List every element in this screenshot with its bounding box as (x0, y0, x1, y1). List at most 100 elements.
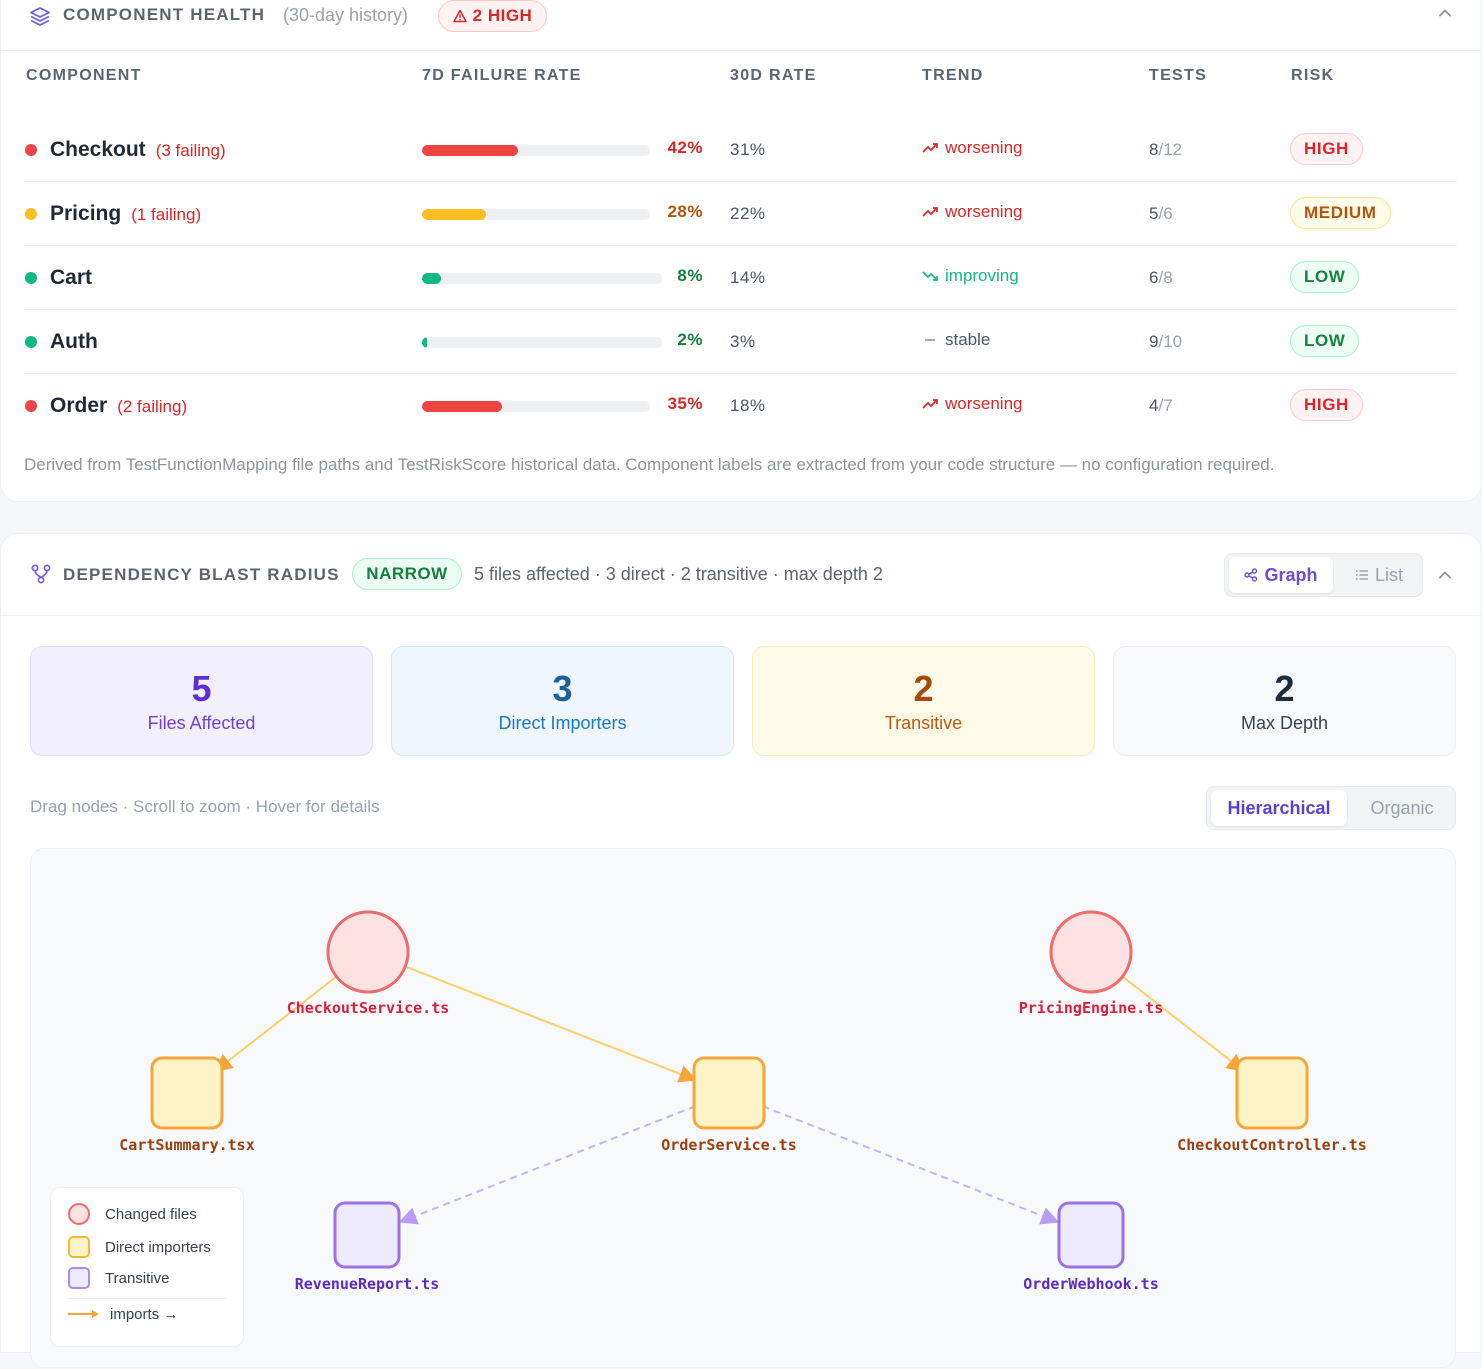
graph-node[interactable]: OrderService.ts (661, 1056, 797, 1154)
trend-down-icon (922, 271, 938, 281)
table-row[interactable]: Auth 2% 3% stable 9/10 LOW (25, 310, 1457, 374)
tests-count: 9/10 (1149, 332, 1182, 352)
risk-badge: MEDIUM (1290, 197, 1391, 229)
graph-node-label: CheckoutService.ts (287, 999, 450, 1017)
status-dot (25, 400, 37, 412)
graph-node-shape[interactable] (150, 1056, 224, 1130)
component-name[interactable]: Cart (50, 266, 92, 290)
legend-transitive-swatch (68, 1267, 90, 1289)
failure-rate-30d: 18% (730, 396, 766, 415)
graph-node[interactable]: OrderWebhook.ts (1023, 1201, 1159, 1293)
health-title: COMPONENT HEALTH (63, 5, 266, 24)
graph-node-shape[interactable] (1049, 910, 1133, 994)
graph-canvas[interactable]: CheckoutService.ts PricingEngine.ts CartSu… (31, 849, 1457, 1369)
list-view-button[interactable]: List (1337, 557, 1421, 593)
graph-node-label: OrderWebhook.ts (1023, 1275, 1158, 1293)
table-row[interactable]: Cart 8% 14% improving 6/8 LOW (25, 246, 1457, 310)
graph-node[interactable]: PricingEngine.ts (1019, 910, 1164, 1017)
failure-rate-7d: 2% (677, 330, 703, 349)
graph-node-label: PricingEngine.ts (1019, 999, 1164, 1017)
graph-node-shape[interactable] (692, 1056, 766, 1130)
blast-scope-badge: NARROW (352, 558, 462, 590)
component-name[interactable]: Checkout (3 failing) (50, 138, 226, 162)
graph-node[interactable]: CheckoutController.ts (1177, 1056, 1367, 1154)
graph-node[interactable]: CartSummary.tsx (119, 1056, 255, 1154)
col-header-7d-rate[interactable]: 7D FAILURE RATE (422, 67, 582, 84)
graph-node-shape[interactable] (326, 910, 410, 994)
tests-passing: 6 (1149, 268, 1159, 287)
component-name[interactable]: Order (2 failing) (50, 394, 187, 418)
graph-view-button[interactable]: Graph (1229, 557, 1333, 593)
risk-badge: LOW (1290, 325, 1360, 357)
failure-rate-fill (422, 401, 502, 412)
warning-triangle-icon (452, 9, 467, 23)
component-name-label: Cart (50, 266, 93, 289)
table-row[interactable]: Pricing (1 failing) 28% 22% worsening 5/6 MEDI… (25, 182, 1457, 246)
tests-count: 8/12 (1149, 140, 1182, 160)
failure-rate-fill (422, 273, 442, 284)
graph-view-label: Graph (1264, 564, 1318, 585)
component-name[interactable]: Pricing (1 failing) (50, 202, 201, 226)
failure-rate-30d: 3% (730, 332, 756, 351)
col-header-30d-rate[interactable]: 30D RATE (730, 67, 817, 84)
legend-imports: imports → (68, 1302, 178, 1326)
legend-changed-label: Changed files (105, 1205, 197, 1223)
col-header-trend[interactable]: TREND (922, 67, 984, 84)
tests-count: 4/7 (1149, 396, 1173, 416)
dependency-graph[interactable]: CheckoutService.ts PricingEngine.ts CartSu… (30, 848, 1456, 1368)
graph-node-shape[interactable] (1235, 1056, 1309, 1130)
organic-layout-button[interactable]: Organic (1370, 797, 1434, 818)
collapse-blast-button[interactable] (1437, 567, 1453, 583)
stat-transitive-value: 2 (913, 668, 934, 709)
graph-node-shape[interactable] (333, 1201, 401, 1269)
failure-rate-bar (422, 273, 662, 284)
graph-edge (1122, 976, 1246, 1072)
high-risk-badge: 2 HIGH (438, 0, 547, 32)
tests-passing: 4 (1149, 396, 1159, 415)
risk-badge: HIGH (1290, 133, 1363, 165)
stat-transitive-label: Transitive (884, 713, 963, 733)
failure-rate-bar (422, 401, 650, 412)
graph-node-shape[interactable] (1057, 1201, 1125, 1269)
stat-max-depth: 2 Max Depth (1113, 646, 1456, 756)
graph-edge (405, 965, 698, 1083)
arrow-right-icon (68, 1310, 99, 1318)
table-row[interactable]: Order (2 failing) 35% 18% worsening 4/7 HIGH (25, 374, 1457, 438)
risk-badge: HIGH (1290, 389, 1363, 421)
blast-radius-panel: DEPENDENCY BLAST RADIUS NARROW 5 files a… (0, 533, 1482, 1368)
view-toggle: Graph List (1224, 553, 1423, 597)
component-name[interactable]: Auth (50, 330, 98, 354)
collapse-health-button[interactable] (1437, 5, 1453, 21)
legend-imports-label: imports → (110, 1305, 179, 1323)
failure-rate-bar (422, 145, 650, 156)
trend-indicator: worsening (922, 202, 1023, 222)
col-header-tests[interactable]: TESTS (1149, 67, 1208, 84)
failure-rate-30d: 22% (730, 204, 766, 223)
stat-files-affected-label: Files Affected (147, 713, 256, 733)
list-icon (1355, 570, 1368, 580)
stat-max-depth-value: 2 (1274, 668, 1295, 709)
health-subtitle: (30-day history) (283, 5, 409, 25)
share-nodes-icon (1244, 568, 1258, 582)
graph-node[interactable]: CheckoutService.ts (287, 910, 450, 1017)
stat-transitive: 2 Transitive (752, 646, 1095, 756)
trend-label: worsening (945, 138, 1023, 157)
tests-passing: 5 (1149, 204, 1159, 223)
col-header-risk[interactable]: RISK (1291, 67, 1335, 84)
graph-node-label: OrderService.ts (661, 1136, 796, 1154)
component-health-panel: COMPONENT HEALTH (30-day history) 2 HIGH… (0, 0, 1482, 502)
trend-up-icon (922, 399, 938, 409)
table-row[interactable]: Checkout (3 failing) 42% 31% worsening 8/12 HI… (25, 118, 1457, 182)
hierarchical-layout-button[interactable]: Hierarchical (1211, 790, 1347, 826)
col-header-component[interactable]: COMPONENT (26, 67, 142, 84)
tests-total: /6 (1158, 204, 1173, 223)
graph-edge (213, 976, 337, 1072)
failure-rate-7d: 8% (677, 266, 703, 285)
legend-changed-swatch (68, 1203, 90, 1225)
tests-passing: 8 (1149, 140, 1159, 159)
legend-direct-swatch (68, 1236, 90, 1258)
legend-direct-label: Direct importers (105, 1238, 211, 1256)
high-risk-badge-label: 2 HIGH (472, 6, 533, 25)
graph-node[interactable]: RevenueReport.ts (295, 1201, 440, 1293)
stat-max-depth-label: Max Depth (1240, 713, 1329, 733)
